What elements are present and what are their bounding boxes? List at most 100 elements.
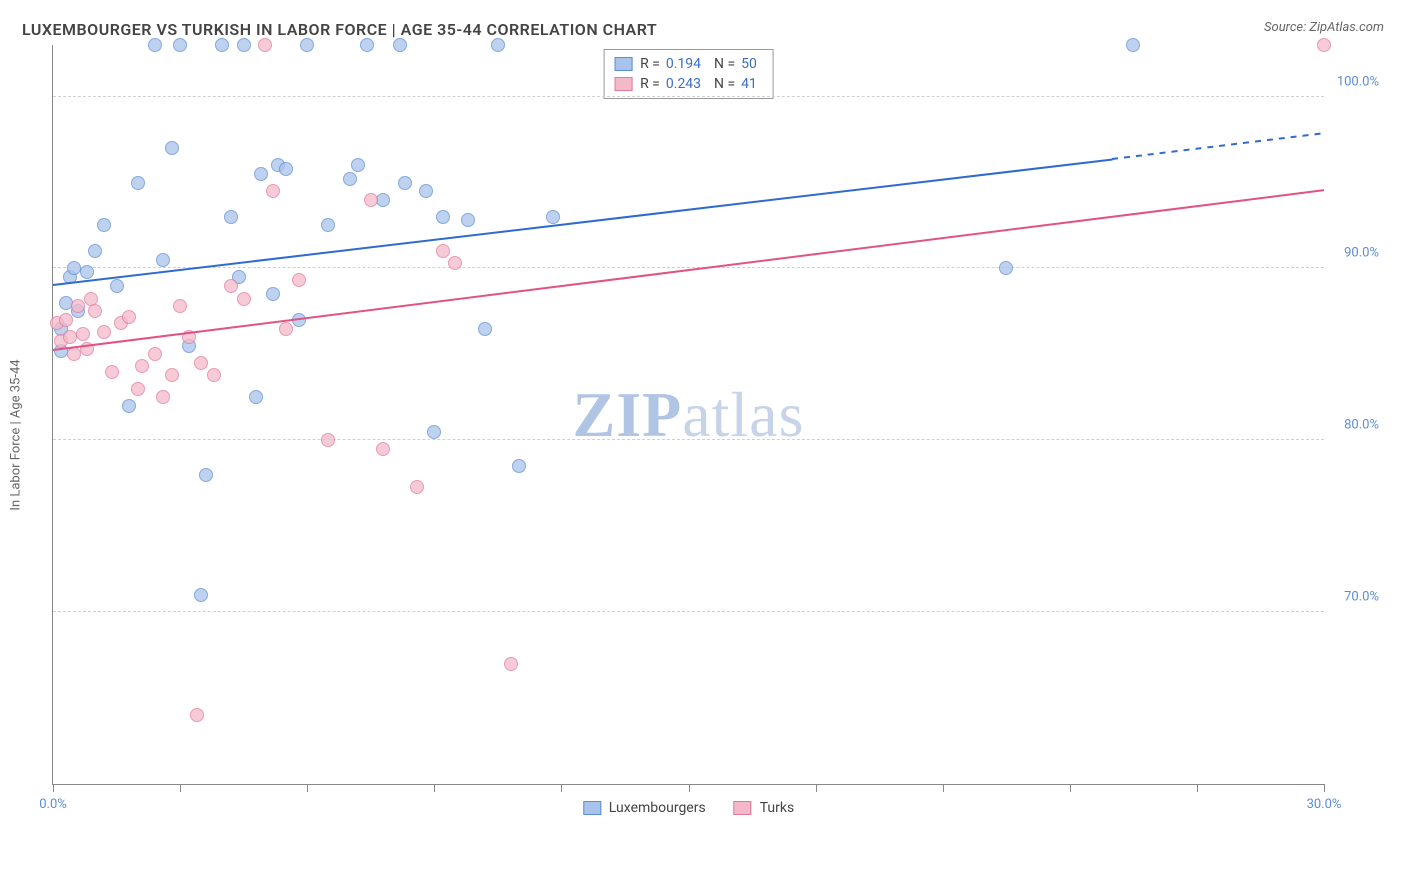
data-point [321, 433, 335, 447]
x-tick [434, 784, 435, 792]
data-point [279, 322, 293, 336]
x-tick-label: 30.0% [1307, 797, 1342, 812]
data-point [249, 390, 263, 404]
legend-stats: R =0.243 N =41 [640, 76, 763, 92]
x-tick-label: 0.0% [39, 797, 67, 812]
legend-swatch [614, 77, 632, 91]
data-point [199, 468, 213, 482]
data-point [71, 299, 85, 313]
data-point [266, 184, 280, 198]
x-tick [689, 784, 690, 792]
gridline [53, 96, 1324, 97]
chart-container: In Labor Force | Age 35-44 ZIPatlas R =0… [42, 45, 1384, 825]
x-tick [1197, 784, 1198, 792]
data-point [436, 244, 450, 258]
data-point [173, 299, 187, 313]
legend-item: Luxembourgers [583, 800, 706, 816]
data-point [398, 176, 412, 190]
data-point [131, 176, 145, 190]
data-point [1126, 38, 1140, 52]
legend-label: Turks [760, 800, 795, 816]
plot-area: ZIPatlas R =0.194 N =50R =0.243 N =41 Lu… [52, 45, 1324, 785]
data-point [258, 38, 272, 52]
data-point [97, 218, 111, 232]
y-tick-label: 70.0% [1344, 590, 1379, 605]
data-point [376, 442, 390, 456]
y-tick-label: 90.0% [1344, 246, 1379, 261]
y-axis-label: In Labor Force | Age 35-44 [9, 359, 24, 510]
x-tick [561, 784, 562, 792]
watermark: ZIPatlas [573, 378, 805, 452]
source-label: Source: ZipAtlas.com [1264, 20, 1384, 35]
y-tick-label: 100.0% [1337, 74, 1379, 89]
data-point [59, 313, 73, 327]
data-point [351, 158, 365, 172]
x-tick [1324, 784, 1325, 792]
data-point [279, 162, 293, 176]
data-point [207, 368, 221, 382]
trend-line [53, 189, 1324, 351]
data-point [173, 38, 187, 52]
data-point [110, 279, 124, 293]
data-point [254, 167, 268, 181]
data-point [393, 38, 407, 52]
x-tick [943, 784, 944, 792]
y-tick-label: 80.0% [1344, 418, 1379, 433]
data-point [76, 327, 90, 341]
data-point [88, 304, 102, 318]
data-point [131, 382, 145, 396]
data-point [105, 365, 119, 379]
data-point [321, 218, 335, 232]
data-point [360, 38, 374, 52]
data-point [194, 588, 208, 602]
data-point [546, 210, 560, 224]
gridline [53, 439, 1324, 440]
data-point [237, 38, 251, 52]
legend-series: Luxembourgers Turks [583, 800, 794, 816]
x-tick [307, 784, 308, 792]
data-point [237, 292, 251, 306]
data-point [122, 310, 136, 324]
data-point [135, 359, 149, 373]
data-point [80, 265, 94, 279]
legend-correlation: R =0.194 N =50 R =0.243 N =41 [603, 49, 774, 99]
legend-row: R =0.243 N =41 [614, 74, 763, 94]
legend-swatch [583, 801, 601, 815]
legend-row: R =0.194 N =50 [614, 54, 763, 74]
x-tick [53, 784, 54, 792]
data-point [156, 390, 170, 404]
data-point [122, 399, 136, 413]
data-point [266, 287, 280, 301]
data-point [504, 657, 518, 671]
data-point [436, 210, 450, 224]
data-point [88, 244, 102, 258]
x-tick [816, 784, 817, 792]
data-point [156, 253, 170, 267]
data-point [999, 261, 1013, 275]
data-point [224, 210, 238, 224]
legend-swatch [614, 57, 632, 71]
data-point [165, 368, 179, 382]
header: LUXEMBOURGER VS TURKISH IN LABOR FORCE |… [0, 0, 1406, 45]
data-point [97, 325, 111, 339]
data-point [148, 347, 162, 361]
x-tick [1070, 784, 1071, 792]
data-point [1317, 38, 1331, 52]
data-point [410, 480, 424, 494]
data-point [224, 279, 238, 293]
data-point [427, 425, 441, 439]
data-point [461, 213, 475, 227]
x-tick [180, 784, 181, 792]
chart-title: LUXEMBOURGER VS TURKISH IN LABOR FORCE |… [22, 20, 657, 39]
data-point [364, 193, 378, 207]
data-point [215, 38, 229, 52]
data-point [491, 38, 505, 52]
data-point [148, 38, 162, 52]
data-point [512, 459, 526, 473]
gridline [53, 611, 1324, 612]
legend-label: Luxembourgers [609, 800, 706, 816]
trend-line [1112, 132, 1324, 160]
data-point [194, 356, 208, 370]
data-point [376, 193, 390, 207]
legend-swatch [734, 801, 752, 815]
